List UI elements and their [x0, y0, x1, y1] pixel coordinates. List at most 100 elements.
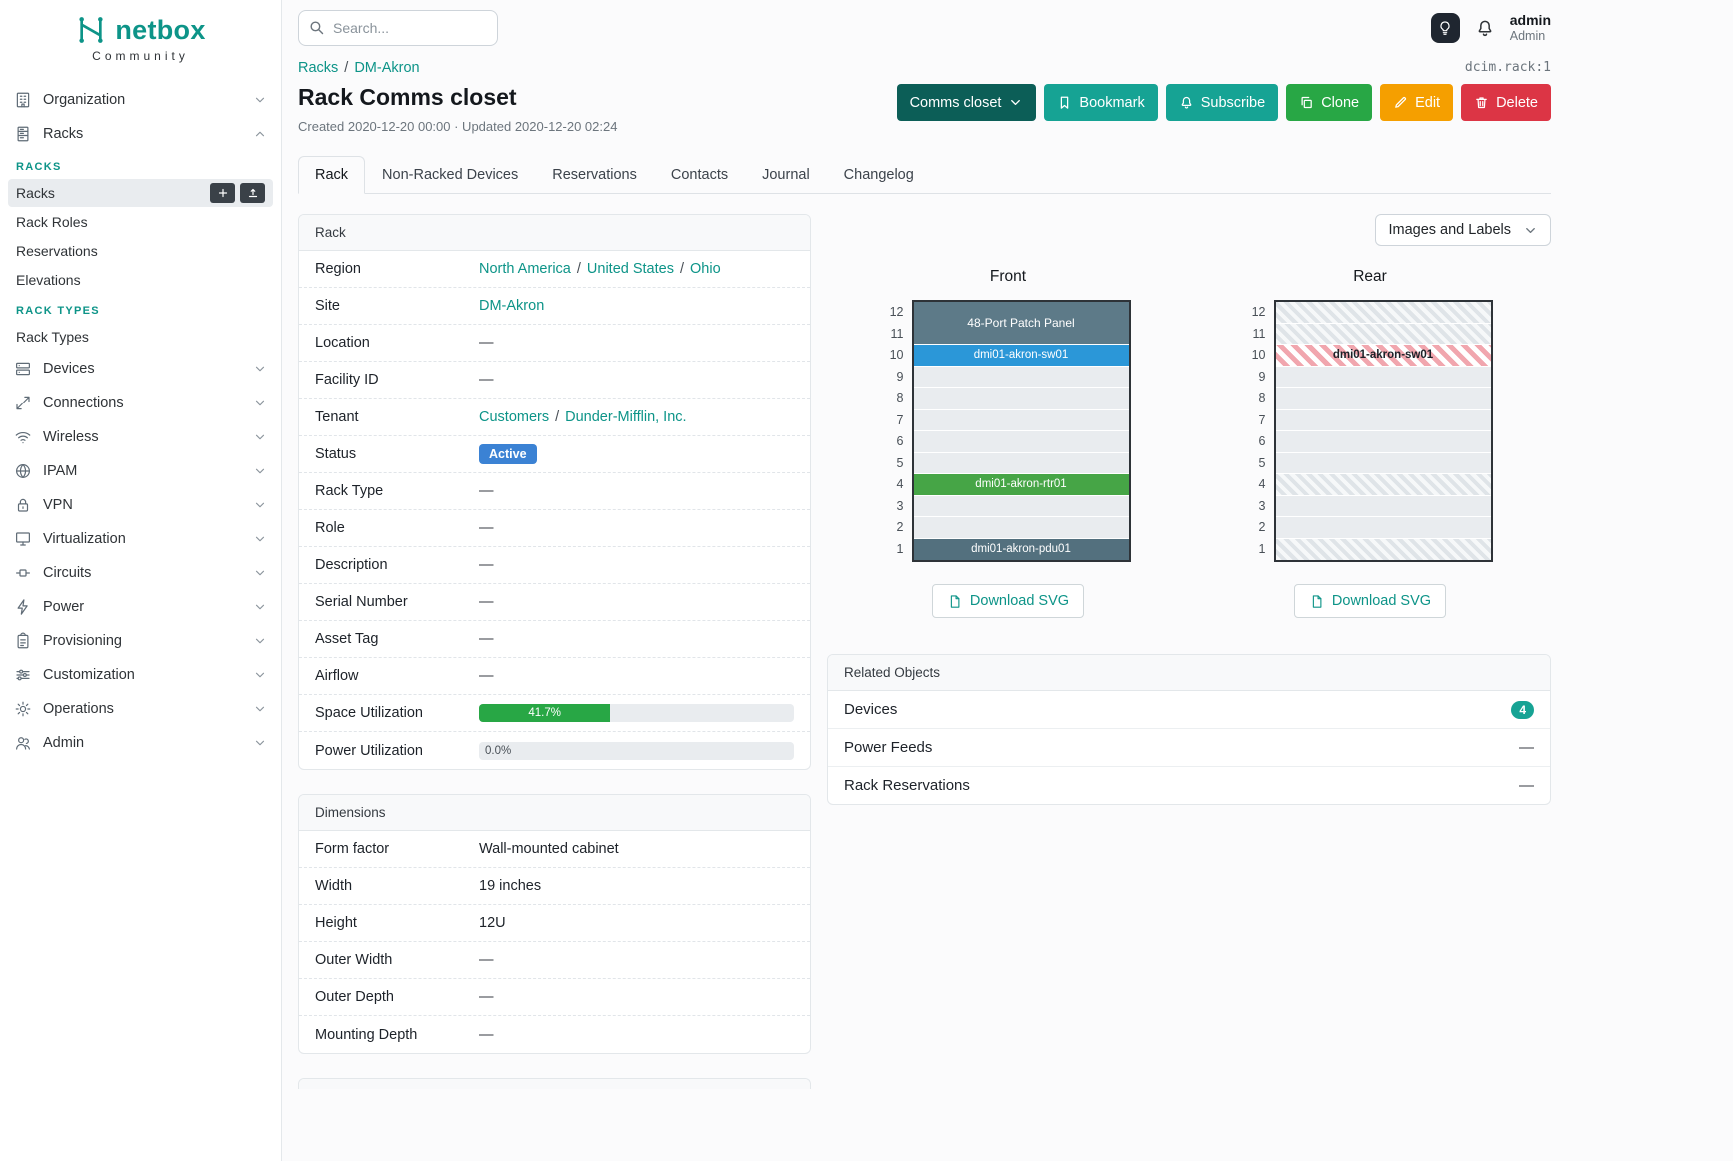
rack-unit-empty[interactable] — [913, 452, 1129, 474]
add-button[interactable] — [210, 183, 235, 203]
rack-unit-device-48-port-patch-panel[interactable]: 48-Port Patch Panel — [913, 302, 1129, 345]
brand[interactable]: netbox Community — [0, 14, 281, 63]
count-badge[interactable]: 4 — [1511, 701, 1534, 719]
rack-unit-empty[interactable] — [913, 409, 1129, 431]
value-link-ohio[interactable]: Ohio — [690, 261, 721, 277]
rack-unit-empty[interactable] — [913, 431, 1129, 453]
rack-unit-occupied — [1275, 323, 1491, 345]
value-link-dm-akron[interactable]: DM-Akron — [479, 298, 545, 314]
edit-button[interactable]: Edit — [1380, 84, 1454, 121]
breadcrumb-link-racks[interactable]: Racks — [298, 60, 339, 76]
info-value: Wall-mounted cabinet — [479, 841, 794, 857]
sidebar-item-elevations[interactable]: Elevations — [8, 266, 273, 294]
info-label: Width — [315, 878, 353, 894]
rack-icon — [17, 126, 29, 142]
sidebar-group-heading: RACK TYPES — [16, 305, 100, 317]
info-row-asset-tag: Asset Tag — — [299, 621, 810, 658]
tab-reservations[interactable]: Reservations — [552, 167, 637, 183]
value-link-dunder-mifflin-inc[interactable]: Dunder-Mifflin, Inc. — [565, 409, 687, 425]
sidebar-item-racks[interactable]: Racks — [8, 179, 273, 207]
rack-unit-empty[interactable] — [1275, 452, 1491, 474]
clone-button[interactable]: Clone — [1286, 84, 1373, 121]
sidebar-item-admin[interactable]: Admin — [0, 726, 281, 760]
tab-changelog[interactable]: Changelog — [843, 167, 914, 183]
rack-unit-empty[interactable] — [913, 517, 1129, 539]
theme-toggle-button[interactable] — [1430, 12, 1460, 43]
notifications-button[interactable] — [1475, 18, 1495, 38]
rack-unit-occupied-dmi01-akron-sw01[interactable]: dmi01-akron-sw01 — [1275, 345, 1491, 367]
rear-elevation-title: Rear — [1353, 268, 1387, 285]
sidebar-item-wireless[interactable]: Wireless — [0, 420, 281, 454]
bookmark-button[interactable]: Bookmark — [1044, 84, 1158, 121]
rack-unit-occupied — [1275, 474, 1491, 496]
sidebar-item-organization[interactable]: Organization — [0, 83, 281, 117]
sidebar-item-racks[interactable]: Racks — [0, 117, 281, 151]
subscribe-button[interactable]: Subscribe — [1165, 84, 1279, 121]
front-download-svg-button[interactable]: Download SVG — [931, 584, 1085, 618]
rack-unit-empty[interactable] — [913, 388, 1129, 410]
chevron-down-icon — [255, 570, 265, 576]
sidebar-item-reservations[interactable]: Reservations — [8, 237, 273, 265]
sidebar-item-virtualization[interactable]: Virtualization — [0, 522, 281, 556]
sidebar-item-operations[interactable]: Operations — [0, 692, 281, 726]
value-link-north-america[interactable]: North America — [479, 261, 571, 277]
sidebar-item-customization[interactable]: Customization — [0, 658, 281, 692]
related-object-link[interactable]: Devices — [844, 701, 898, 718]
rack-unit-empty[interactable] — [913, 366, 1129, 388]
download-svg-label: Download SVG — [1331, 593, 1432, 609]
related-object-link[interactable]: Power Feeds — [844, 739, 933, 756]
info-label: Space Utilization — [315, 705, 423, 721]
rack-unit-empty[interactable] — [1275, 366, 1491, 388]
bookmark-icon — [1061, 96, 1069, 109]
sidebar-item-power[interactable]: Power — [0, 590, 281, 624]
sidebar-item-provisioning[interactable]: Provisioning — [0, 624, 281, 658]
user-name: admin — [1509, 12, 1551, 29]
rack-unit-empty[interactable] — [1275, 388, 1491, 410]
sidebar-item-rack-roles[interactable]: Rack Roles — [8, 208, 273, 236]
unit-number: 3 — [896, 498, 904, 513]
tab-journal[interactable]: Journal — [762, 167, 810, 183]
sidebar-subitem-label: Rack Types — [16, 329, 89, 345]
rack-unit-device-dmi01-akron-pdu01[interactable]: dmi01-akron-pdu01 — [913, 538, 1129, 560]
related-object-link[interactable]: Rack Reservations — [844, 777, 970, 794]
admin-icon — [16, 737, 30, 750]
chevron-down-icon — [255, 434, 265, 440]
delete-button[interactable]: Delete — [1461, 84, 1551, 121]
rack-unit-device-dmi01-akron-rtr01[interactable]: dmi01-akron-rtr01 — [913, 474, 1129, 496]
sidebar-item-circuits[interactable]: Circuits — [0, 556, 281, 590]
import-button[interactable] — [240, 183, 265, 203]
unit-number: 9 — [896, 369, 904, 384]
value-link-united-states[interactable]: United States — [586, 261, 674, 277]
rack-unit-device-dmi01-akron-sw01[interactable]: dmi01-akron-sw01 — [913, 345, 1129, 367]
user-menu[interactable]: admin Admin — [1510, 12, 1551, 44]
unit-number: 8 — [1258, 391, 1266, 405]
sidebar-item-rack-types[interactable]: Rack Types — [8, 323, 273, 351]
sidebar-item-ipam[interactable]: IPAM — [0, 454, 281, 488]
rack-unit-empty[interactable] — [1275, 517, 1491, 539]
tab-non-racked-devices[interactable]: Non-Racked Devices — [382, 167, 519, 183]
unit-number: 10 — [1251, 348, 1266, 362]
info-row-region: Region North America / United States / Ohio — [299, 251, 810, 288]
images-and-labels-select[interactable]: Images and Labels — [1375, 214, 1551, 246]
sidebar-item-vpn[interactable]: VPN — [0, 488, 281, 522]
rear-download-svg-button[interactable]: Download SVG — [1293, 584, 1447, 618]
tab-contacts[interactable]: Contacts — [670, 167, 729, 183]
value-text: — — [479, 372, 494, 388]
search-input[interactable] — [298, 10, 498, 46]
rack-unit-empty[interactable] — [1275, 495, 1491, 517]
unit-number: 3 — [1258, 498, 1266, 513]
rack-unit-empty[interactable] — [1275, 431, 1491, 453]
value-link-customers[interactable]: Customers — [479, 409, 550, 425]
unit-number: 11 — [1252, 326, 1266, 341]
comms-closet-button[interactable]: Comms closet — [896, 84, 1037, 121]
info-row-facility-id: Facility ID — — [299, 362, 810, 399]
sidebar-item-connections[interactable]: Connections — [0, 386, 281, 420]
rack-unit-empty[interactable] — [1275, 409, 1491, 431]
sidebar-item-devices[interactable]: Devices — [0, 352, 281, 386]
unit-number: 1 — [1258, 541, 1266, 556]
rack-unit-empty[interactable] — [913, 495, 1129, 517]
value-text: — — [479, 668, 494, 684]
breadcrumb-link-dm-akron[interactable]: DM-Akron — [354, 60, 420, 76]
unit-number: 7 — [896, 412, 904, 427]
tab-rack[interactable]: Rack — [298, 156, 366, 194]
